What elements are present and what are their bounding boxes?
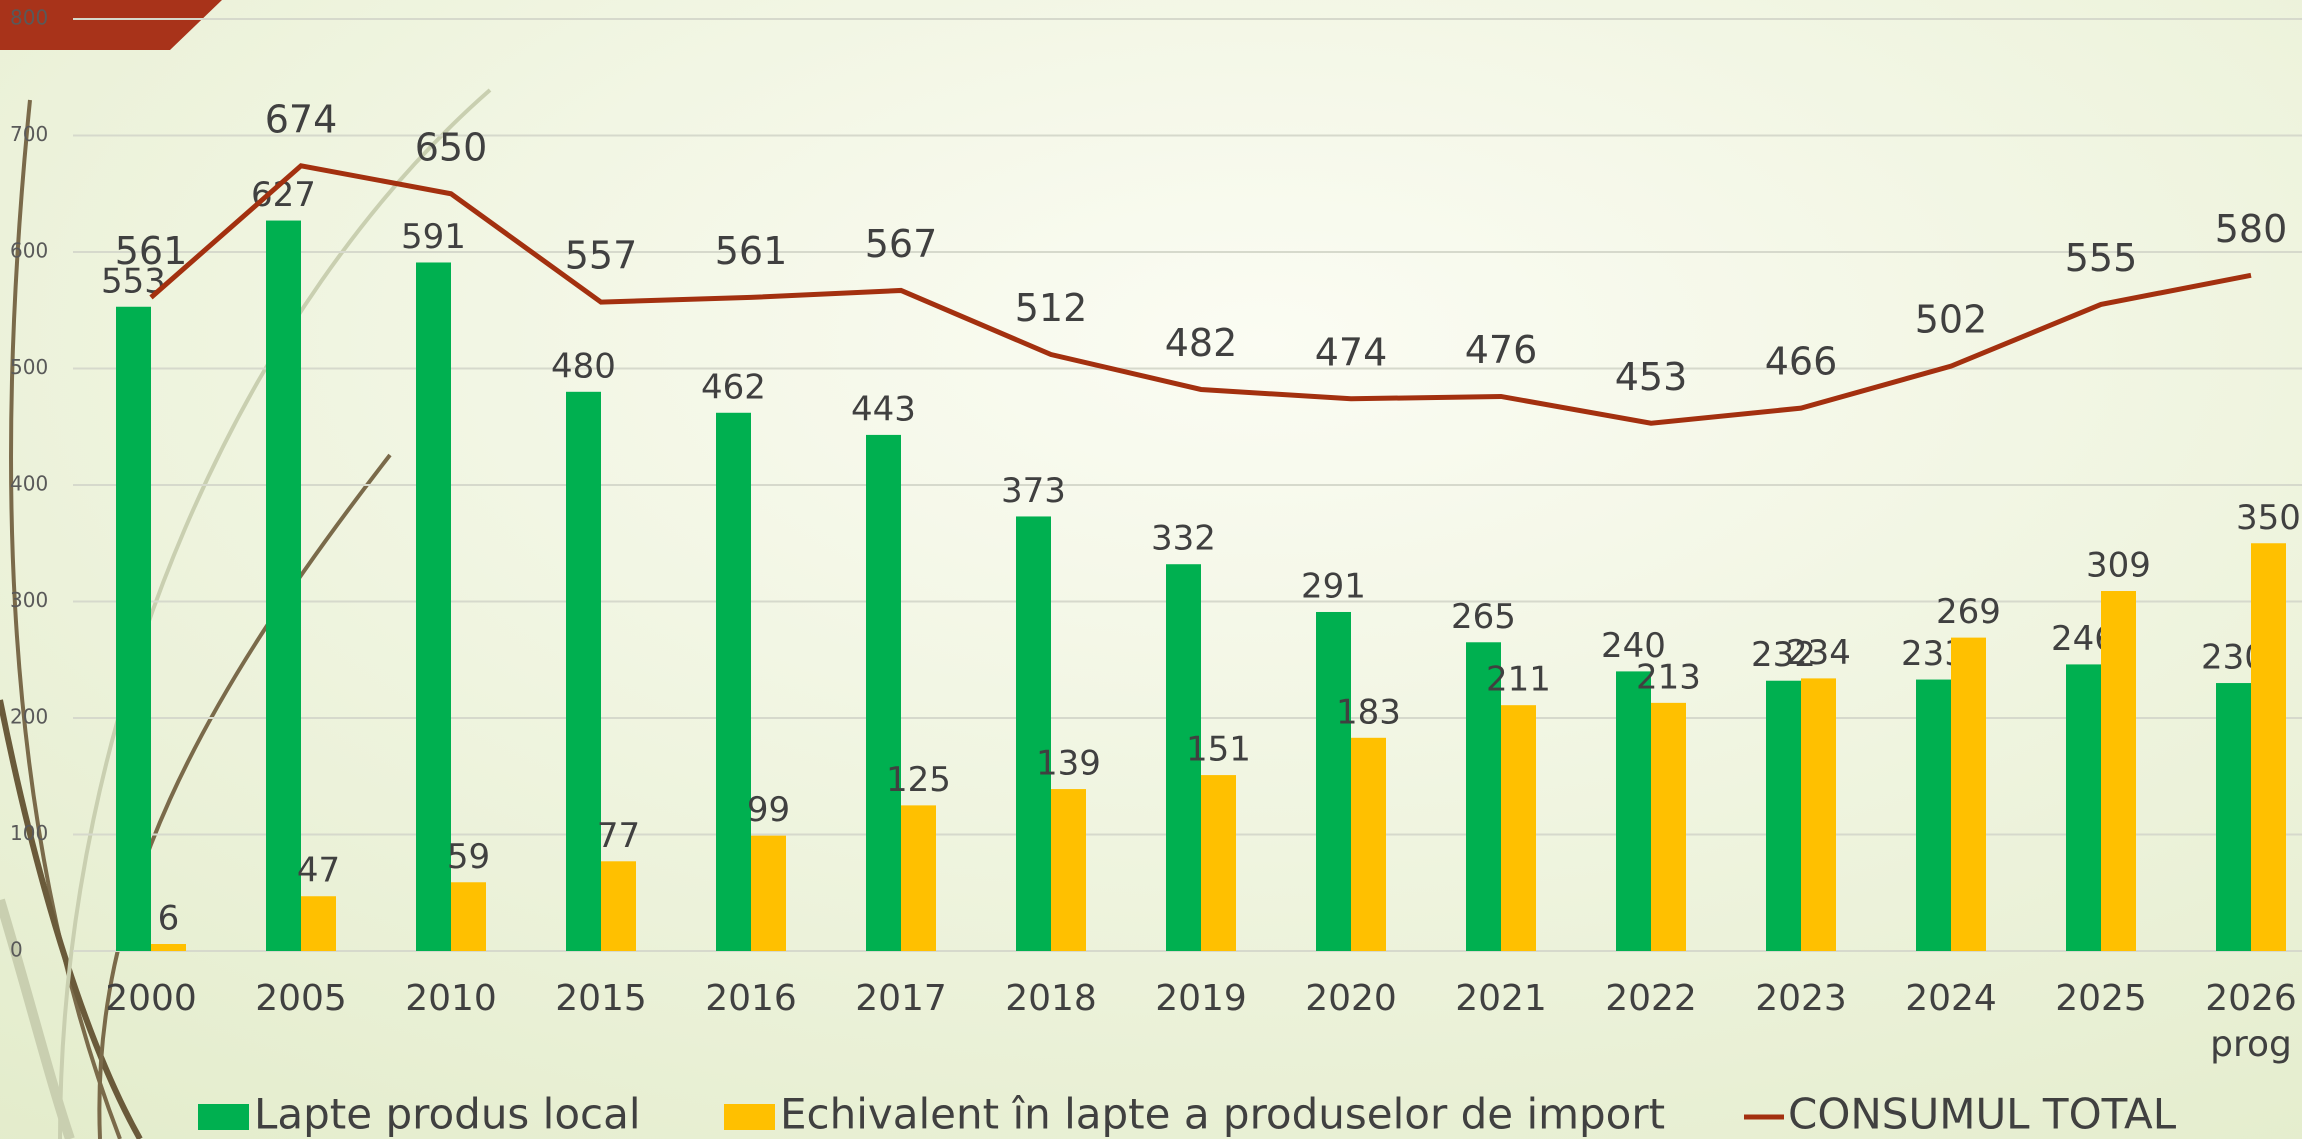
bar xyxy=(2251,543,2286,951)
data-label: 443 xyxy=(851,389,916,429)
x-tick-label: 2016 xyxy=(705,978,797,1019)
x-tick-label-line: prog xyxy=(2210,1024,2292,1065)
bar xyxy=(1616,671,1651,951)
bar xyxy=(2066,664,2101,951)
data-label: 482 xyxy=(1165,321,1238,365)
data-label: 502 xyxy=(1915,298,1988,342)
data-label: 309 xyxy=(2086,546,2151,586)
page: {"chart_data": {"type": "bar-line", "cat… xyxy=(0,0,2302,1139)
data-label: 183 xyxy=(1336,692,1401,732)
bar xyxy=(451,882,486,951)
x-tick-label: 2025 xyxy=(2055,978,2147,1019)
data-label: 474 xyxy=(1315,330,1388,374)
bar xyxy=(1201,775,1236,951)
bar xyxy=(1016,516,1051,951)
y-tick-label: 500 xyxy=(10,355,48,379)
bar xyxy=(716,413,751,951)
y-tick-label: 0 xyxy=(10,938,23,962)
y-tick-label: 200 xyxy=(10,705,48,729)
bar xyxy=(2216,683,2251,951)
bar xyxy=(416,262,451,951)
x-tick-label: 2005 xyxy=(255,978,347,1019)
data-label: 151 xyxy=(1186,730,1251,770)
data-label: 99 xyxy=(747,790,790,830)
data-label: 591 xyxy=(401,217,466,257)
bar xyxy=(901,805,936,951)
data-label: 211 xyxy=(1486,660,1551,700)
x-tick-label: 2010 xyxy=(405,978,497,1019)
data-label: 332 xyxy=(1151,519,1216,559)
legend-swatch xyxy=(198,1104,249,1130)
x-tick-label: 2020 xyxy=(1305,978,1397,1019)
data-label: 580 xyxy=(2215,207,2288,251)
x-tick-label: 2017 xyxy=(855,978,947,1019)
data-label: 557 xyxy=(565,234,638,278)
y-tick-label: 800 xyxy=(10,6,48,30)
data-label: 47 xyxy=(297,851,340,891)
data-label: 462 xyxy=(701,367,766,407)
bar xyxy=(151,944,186,951)
data-label: 373 xyxy=(1001,471,1066,511)
legend-label: CONSUMUL TOTAL xyxy=(1788,1090,2177,1139)
x-tick-label: 2023 xyxy=(1755,978,1847,1019)
bar xyxy=(751,836,786,951)
data-label: 213 xyxy=(1636,657,1701,697)
y-tick-label: 300 xyxy=(10,588,48,612)
data-label: 674 xyxy=(265,97,338,141)
x-tick-label: 2018 xyxy=(1005,978,1097,1019)
data-label: 125 xyxy=(886,760,951,800)
y-tick-label: 100 xyxy=(10,821,48,845)
x-tick-label-line: 2026 xyxy=(2205,978,2297,1019)
data-label: 561 xyxy=(115,229,188,273)
data-label: 480 xyxy=(551,346,616,386)
bar xyxy=(1651,703,1686,951)
bar xyxy=(1951,638,1986,951)
data-label: 234 xyxy=(1786,633,1851,673)
bar xyxy=(1801,678,1836,951)
legend-swatch xyxy=(724,1104,775,1130)
y-tick-label: 400 xyxy=(10,472,48,496)
data-label: 269 xyxy=(1936,592,2001,632)
bar xyxy=(1351,738,1386,951)
bar xyxy=(301,896,336,951)
data-label: 561 xyxy=(715,229,788,273)
legend-label: Echivalent în lapte a produselor de impo… xyxy=(780,1090,1665,1139)
data-label: 265 xyxy=(1451,597,1516,637)
data-label: 466 xyxy=(1765,340,1838,384)
bar xyxy=(566,392,601,951)
bar xyxy=(266,221,301,951)
data-label: 291 xyxy=(1301,566,1366,606)
bar xyxy=(1916,680,1951,951)
bar xyxy=(116,307,151,951)
data-label: 139 xyxy=(1036,744,1101,784)
chart: 0 100 200 300 400 500 600 700 800 2000 2005 2010 201… xyxy=(0,0,2302,1139)
data-label: 476 xyxy=(1465,328,1538,372)
x-tick-label: 2015 xyxy=(555,978,647,1019)
data-label: 650 xyxy=(415,125,488,169)
bar xyxy=(1316,612,1351,951)
data-label: 59 xyxy=(447,837,490,877)
bar xyxy=(866,435,901,951)
data-label: 350 xyxy=(2236,498,2301,538)
x-tick-label: 2000 xyxy=(105,978,197,1019)
bar xyxy=(1766,681,1801,951)
legend-label: Lapte produs local xyxy=(254,1090,641,1139)
x-tick-label: 2019 xyxy=(1155,978,1247,1019)
bar xyxy=(1501,705,1536,951)
data-label: 453 xyxy=(1615,355,1688,399)
bar xyxy=(601,861,636,951)
x-tick-label: 2021 xyxy=(1455,978,1547,1019)
data-label: 6 xyxy=(158,899,180,939)
data-label: 567 xyxy=(865,222,938,266)
bar xyxy=(1051,789,1086,951)
bar xyxy=(2101,591,2136,951)
data-label: 555 xyxy=(2065,236,2138,280)
y-tick-label: 700 xyxy=(10,122,48,146)
background xyxy=(0,0,2302,1139)
data-label: 77 xyxy=(597,816,640,856)
y-tick-label: 600 xyxy=(10,239,48,263)
x-tick-label: 2024 xyxy=(1905,978,1997,1019)
x-tick-label: 2022 xyxy=(1605,978,1697,1019)
data-label: 512 xyxy=(1015,286,1088,330)
